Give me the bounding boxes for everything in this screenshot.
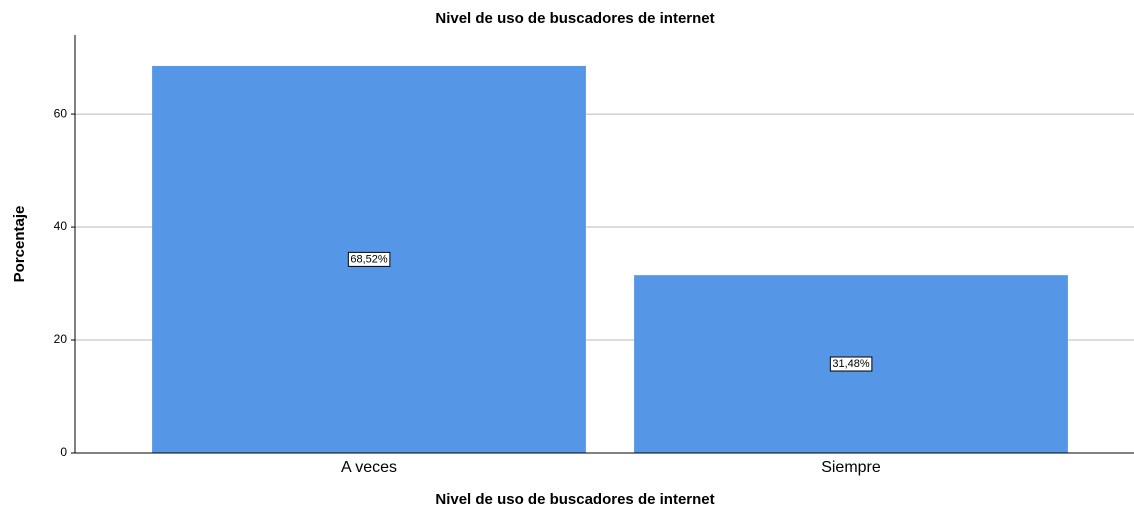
value-label-box <box>347 251 391 267</box>
y-axis-title: Porcentaje <box>11 206 28 283</box>
value-label: 31,48% <box>832 358 870 370</box>
x-tick-label: Siempre <box>821 459 881 476</box>
y-tick-label: 20 <box>54 332 68 346</box>
chart-title: Nivel de uso de buscadores de internet <box>435 10 714 27</box>
y-tick-label: 60 <box>54 106 68 120</box>
x-tick-label: A veces <box>341 459 397 476</box>
x-axis-title: Nivel de uso de buscadores de internet <box>435 491 714 508</box>
value-label: 68,52% <box>350 253 388 265</box>
y-tick-label: 0 <box>60 445 67 459</box>
y-tick-label: 40 <box>54 219 68 233</box>
value-label-box <box>829 356 873 372</box>
